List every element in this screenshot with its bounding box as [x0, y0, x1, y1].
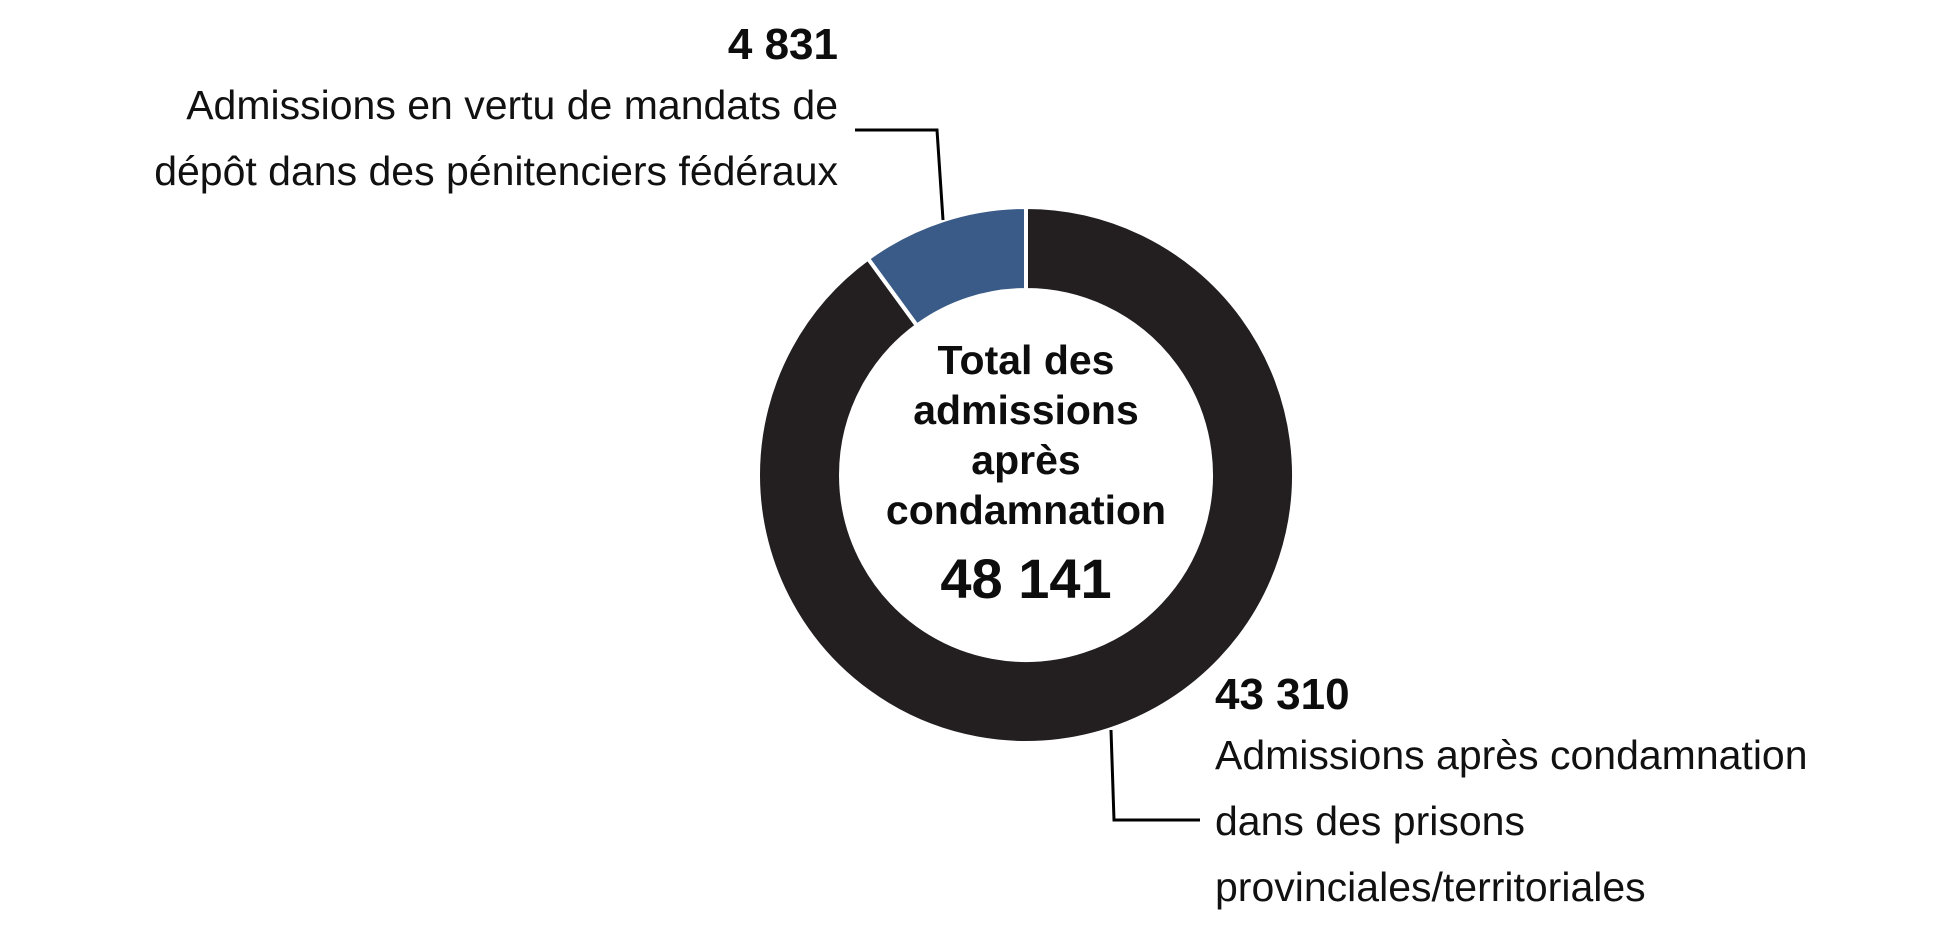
center-title-line-4: condamnation	[885, 487, 1167, 533]
donut-slices	[756, 204, 1296, 745]
center-title-line-2: admissions	[913, 387, 1139, 433]
slice-value-federal: 4 831	[727, 20, 838, 69]
leader-line-provincial	[1109, 729, 1200, 822]
center-title-line-3: après	[971, 437, 1081, 483]
donut-center-label: Total des admissions après condamnation …	[876, 335, 1176, 615]
slice-label-provincial-line-2: dans des prisons	[1215, 798, 1525, 844]
slice-label-federal-line-1: Admissions en vertu de mandats de	[186, 82, 838, 128]
leader-line-federal	[855, 128, 945, 221]
center-total-value: 48 141	[940, 547, 1112, 610]
slice-provincial	[756, 204, 1296, 745]
slice-value-provincial: 43 310	[1215, 670, 1350, 719]
slice-federal	[865, 204, 1028, 329]
slice-label-federal-line-2: dépôt dans des pénitenciers fédéraux	[154, 148, 838, 194]
center-title-line-1: Total des	[937, 337, 1115, 383]
slice-label-federal: 4 831 Admissions en vertu de mandats de …	[154, 18, 838, 204]
slice-label-provincial-line-3: provinciales/territoriales	[1215, 864, 1646, 910]
slice-label-provincial: 43 310 Admissions après condamnation dan…	[1215, 668, 1808, 920]
slice-label-provincial-line-1: Admissions après condamnation	[1215, 732, 1808, 778]
